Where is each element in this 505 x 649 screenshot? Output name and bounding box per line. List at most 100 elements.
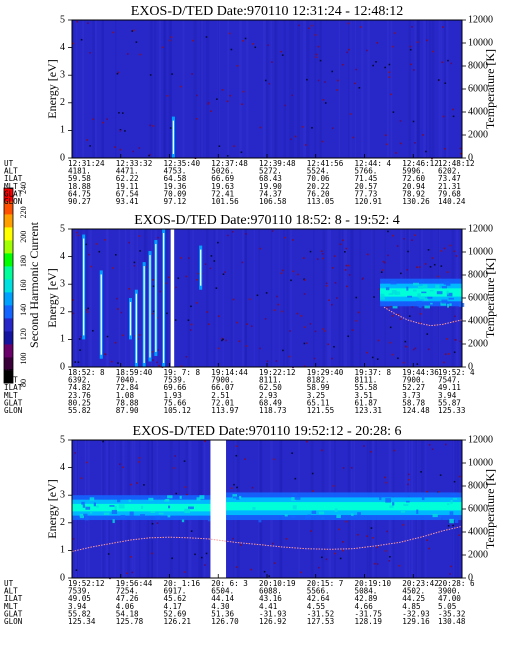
orbit-value: 125.78 [116, 617, 144, 626]
background-streak [350, 229, 353, 367]
noise-speck [332, 485, 335, 487]
orbit-value: 1.93 [164, 391, 182, 400]
band-texture [181, 519, 185, 523]
orbit-value: 66.69 [211, 174, 234, 183]
energy-axis-label: Energy [eV] [45, 59, 59, 118]
temperature-tick-label: 8000 [468, 60, 488, 71]
band-texture [446, 292, 453, 297]
background-streak [292, 20, 294, 158]
orbit-value: 5272. [259, 167, 282, 176]
orbit-value: 4.41 [259, 602, 278, 611]
noise-speck [238, 340, 241, 343]
orbit-value: 5524. [307, 167, 330, 176]
band-texture [419, 296, 425, 300]
background-streak [416, 20, 420, 158]
band-texture [351, 513, 354, 516]
noise-speck [210, 255, 213, 257]
noise-speck [337, 79, 339, 82]
noise-speck [303, 342, 306, 345]
noise-speck [441, 26, 444, 28]
noise-speck [245, 345, 248, 347]
noise-speck [407, 478, 410, 481]
noise-speck [232, 537, 234, 540]
background-streak [163, 20, 166, 158]
noise-speck [450, 62, 453, 65]
noise-speck [355, 320, 357, 322]
band-texture [318, 511, 325, 515]
band-texture [167, 495, 173, 499]
orbit-value: 19:52:12 [68, 579, 105, 588]
background-streak [270, 229, 273, 367]
noise-speck [169, 127, 172, 129]
band-texture [252, 507, 256, 510]
orbit-row-label: UT [4, 579, 14, 588]
orbit-value: 3.73 [402, 391, 420, 400]
noise-speck [92, 329, 94, 332]
noise-speck [402, 524, 405, 526]
orbit-value: 73.47 [438, 174, 461, 183]
spectrogram-panel-1: EXOS-D/TED Date:970110 12:31:24 - 12:48:… [4, 4, 497, 206]
noise-speck [170, 36, 173, 38]
colorbar-segment [4, 344, 13, 358]
band-texture [430, 302, 433, 305]
band-texture [232, 496, 238, 499]
temperature-tick-label: 4000 [468, 106, 488, 117]
noise-speck [86, 139, 89, 141]
noise-speck [151, 312, 154, 315]
noise-speck [314, 34, 317, 36]
orbit-value: 7900. [402, 376, 425, 385]
energy-tick-label: 5 [60, 223, 65, 234]
noise-speck [459, 152, 462, 155]
noise-speck [86, 311, 89, 313]
band-texture [84, 516, 89, 521]
noise-speck [98, 250, 101, 253]
background-streak [432, 20, 435, 158]
noise-speck [174, 455, 176, 457]
noise-speck [303, 279, 306, 281]
noise-speck [342, 467, 345, 469]
band-texture [389, 505, 394, 508]
orbit-value: 4.30 [211, 602, 230, 611]
background-streak [289, 20, 293, 158]
noise-speck [324, 102, 327, 104]
energy-band-core [226, 502, 462, 511]
orbit-value: 72.41 [211, 189, 234, 198]
band-texture [454, 519, 459, 524]
orbit-value: 121.55 [307, 406, 334, 415]
background-streak [192, 229, 194, 367]
energy-tick-label: 1 [60, 334, 65, 345]
noise-speck [284, 236, 286, 239]
band-texture [416, 304, 423, 307]
panel-title: EXOS-D/TED Date:970110 18:52: 8 - 19:52:… [134, 213, 399, 228]
noise-speck [426, 539, 428, 542]
band-texture [357, 512, 361, 516]
noise-speck [375, 61, 377, 63]
noise-speck [355, 296, 358, 299]
orbit-value: 12:44: 4 [355, 159, 392, 168]
noise-speck [207, 323, 210, 326]
noise-speck [325, 285, 328, 287]
background-streak [371, 229, 374, 367]
noise-speck [306, 78, 308, 81]
band-texture [129, 511, 134, 516]
noise-speck [112, 267, 114, 269]
noise-speck [377, 339, 380, 342]
noise-speck [341, 541, 344, 543]
orbit-value: 76.20 [307, 189, 330, 198]
band-texture [392, 502, 395, 506]
temperature-tick-label: 10000 [468, 246, 493, 257]
noise-speck [450, 565, 452, 568]
background-streak [367, 20, 370, 158]
noise-speck [311, 24, 313, 27]
noise-speck [204, 440, 206, 443]
temperature-tick-label: 10000 [468, 37, 493, 48]
noise-speck [128, 288, 131, 290]
noise-speck [348, 274, 351, 276]
background-streak [132, 229, 134, 367]
noise-speck [185, 356, 188, 358]
orbit-value: 2.93 [259, 391, 277, 400]
colorbar-label: Second Harmonic Current [27, 221, 41, 348]
background-streak [76, 20, 78, 158]
band-texture [239, 495, 242, 499]
colorbar-tick-label: 120 [19, 328, 28, 340]
